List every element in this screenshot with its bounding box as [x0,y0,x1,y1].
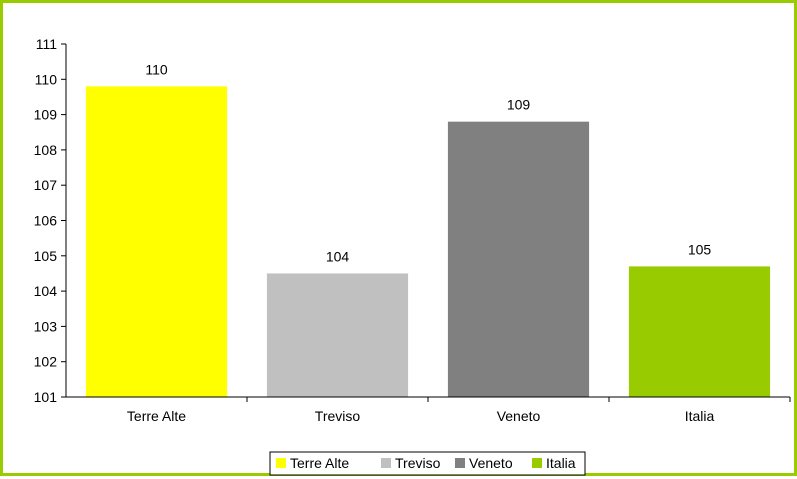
legend-swatch [455,458,465,468]
legend-swatch [276,458,286,468]
bar-italia [628,266,771,397]
y-tick-label: 109 [34,107,58,123]
data-label: 104 [326,248,350,264]
y-axis: 101 102 103 104 105 106 107 108 109 110 111 [34,36,67,405]
y-tick-label: 104 [34,283,58,299]
y-tick-label: 108 [34,142,58,158]
y-tick-label: 102 [34,354,58,370]
legend-swatch [381,458,391,468]
bar-terre-alte [85,86,228,398]
bars: 110 104 109 105 [85,61,771,398]
legend: Terre Alte Treviso Veneto Italia [269,451,586,476]
data-label: 109 [507,97,531,113]
legend-box [269,451,586,476]
legend-label: Veneto [469,455,513,471]
x-tick-label: Italia [685,408,715,424]
chart: 101 102 103 104 105 106 107 108 109 110 111 110 104… [34,36,791,476]
x-tick-label: Terre Alte [127,408,186,424]
x-tick-label: Veneto [497,408,541,424]
legend-label: Treviso [395,455,441,471]
legend-swatch [532,458,542,468]
y-tick-label: 110 [35,71,58,87]
legend-label: Terre Alte [290,455,349,471]
y-tick-label: 101 [34,389,58,405]
x-tick-label: Treviso [315,408,361,424]
y-tick-label: 106 [34,213,58,229]
x-axis: Terre Alte Treviso Veneto Italia [66,396,791,424]
y-tick-label: 107 [34,177,58,193]
data-label: 110 [145,61,168,77]
y-tick-label: 111 [36,36,57,52]
bar-treviso [266,273,409,397]
y-tick-label: 103 [34,318,58,334]
y-tick-label: 105 [34,248,58,264]
bar-veneto [447,121,590,397]
legend-label: Italia [546,455,576,471]
data-label: 105 [688,241,712,257]
